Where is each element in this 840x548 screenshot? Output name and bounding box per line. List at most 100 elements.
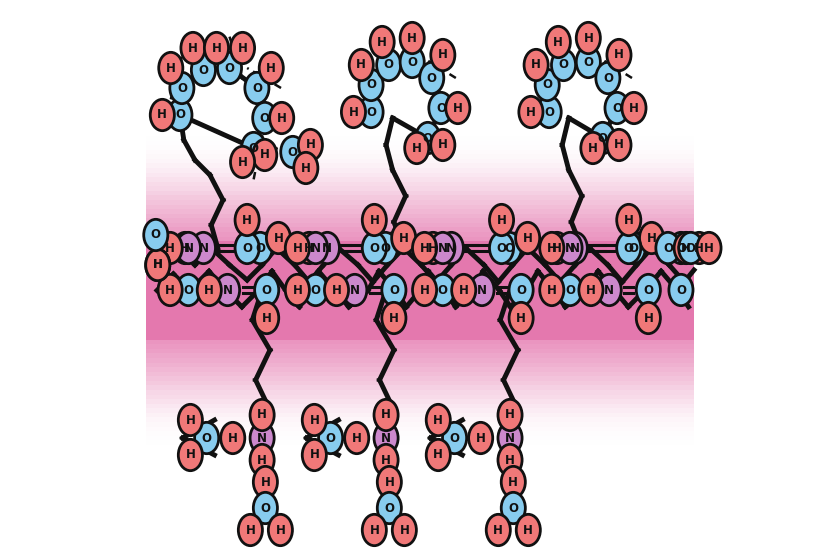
Text: H: H xyxy=(420,283,429,296)
Text: H: H xyxy=(165,283,175,296)
Bar xyxy=(118,132,722,449)
Text: O: O xyxy=(262,283,271,296)
Text: H: H xyxy=(399,231,408,244)
Ellipse shape xyxy=(420,62,444,94)
Bar xyxy=(118,159,722,422)
Ellipse shape xyxy=(391,222,416,254)
Text: H: H xyxy=(531,59,541,71)
Text: H: H xyxy=(356,59,366,71)
Text: O: O xyxy=(676,283,686,296)
Ellipse shape xyxy=(622,232,645,264)
Ellipse shape xyxy=(697,232,721,264)
Text: H: H xyxy=(276,111,286,124)
Text: N: N xyxy=(446,242,456,254)
Ellipse shape xyxy=(669,275,693,306)
Text: H: H xyxy=(588,141,598,155)
Ellipse shape xyxy=(558,275,582,306)
Text: O: O xyxy=(508,501,518,515)
Ellipse shape xyxy=(255,275,279,306)
Text: H: H xyxy=(188,42,198,54)
Text: H: H xyxy=(523,523,533,536)
Text: H: H xyxy=(643,311,654,324)
Bar xyxy=(118,150,722,431)
Text: O: O xyxy=(542,78,552,92)
Text: H: H xyxy=(304,242,314,254)
Ellipse shape xyxy=(452,275,475,306)
Ellipse shape xyxy=(250,423,274,454)
Text: H: H xyxy=(505,408,515,421)
Ellipse shape xyxy=(181,32,205,64)
Ellipse shape xyxy=(687,232,711,264)
Ellipse shape xyxy=(324,275,349,306)
Ellipse shape xyxy=(266,222,291,254)
Text: O: O xyxy=(151,229,160,242)
Text: O: O xyxy=(438,283,448,296)
Text: H: H xyxy=(624,214,633,226)
Text: O: O xyxy=(370,242,380,254)
Text: H: H xyxy=(260,476,270,488)
Text: H: H xyxy=(352,431,362,444)
Bar xyxy=(146,241,694,340)
Text: O: O xyxy=(252,82,262,94)
Ellipse shape xyxy=(270,102,294,134)
Text: H: H xyxy=(496,214,507,226)
Text: H: H xyxy=(407,31,417,44)
Bar xyxy=(118,214,722,367)
Ellipse shape xyxy=(607,39,631,71)
Text: H: H xyxy=(181,242,190,254)
Text: O: O xyxy=(427,71,437,84)
Ellipse shape xyxy=(145,249,170,281)
Text: N: N xyxy=(223,283,233,296)
Text: H: H xyxy=(695,242,704,254)
Text: H: H xyxy=(438,139,448,151)
Ellipse shape xyxy=(431,232,455,264)
Text: N: N xyxy=(323,242,333,254)
Bar xyxy=(118,227,722,353)
Ellipse shape xyxy=(197,275,221,306)
Ellipse shape xyxy=(509,275,533,306)
Ellipse shape xyxy=(516,222,539,254)
Ellipse shape xyxy=(501,466,525,498)
Ellipse shape xyxy=(254,466,277,498)
Text: O: O xyxy=(366,78,376,92)
Ellipse shape xyxy=(535,70,559,101)
Ellipse shape xyxy=(158,275,182,306)
Text: N: N xyxy=(381,431,391,444)
Text: O: O xyxy=(624,242,633,254)
Text: H: H xyxy=(238,42,248,54)
Ellipse shape xyxy=(170,72,194,104)
Ellipse shape xyxy=(591,122,615,153)
Text: O: O xyxy=(598,132,607,145)
Bar xyxy=(118,155,722,426)
Text: H: H xyxy=(212,42,222,54)
Ellipse shape xyxy=(281,136,305,168)
Text: O: O xyxy=(643,283,654,296)
Ellipse shape xyxy=(426,404,450,436)
Ellipse shape xyxy=(362,204,386,236)
Ellipse shape xyxy=(563,232,587,264)
Text: H: H xyxy=(242,214,252,226)
Ellipse shape xyxy=(239,515,262,546)
Text: H: H xyxy=(420,242,429,254)
Ellipse shape xyxy=(429,92,453,124)
Text: H: H xyxy=(438,49,448,61)
Text: O: O xyxy=(381,242,391,254)
Ellipse shape xyxy=(250,399,274,431)
Ellipse shape xyxy=(517,515,540,546)
Text: O: O xyxy=(603,71,613,84)
Ellipse shape xyxy=(248,232,272,264)
Ellipse shape xyxy=(216,275,239,306)
Text: O: O xyxy=(224,61,234,75)
Ellipse shape xyxy=(373,232,397,264)
Ellipse shape xyxy=(669,232,693,264)
Text: H: H xyxy=(349,106,359,118)
Text: H: H xyxy=(377,36,387,49)
Text: H: H xyxy=(257,408,267,421)
Ellipse shape xyxy=(546,26,570,58)
Ellipse shape xyxy=(374,399,398,431)
Text: H: H xyxy=(522,231,533,244)
Ellipse shape xyxy=(405,132,428,164)
Ellipse shape xyxy=(158,232,182,264)
Ellipse shape xyxy=(260,52,283,84)
Text: H: H xyxy=(292,242,302,254)
